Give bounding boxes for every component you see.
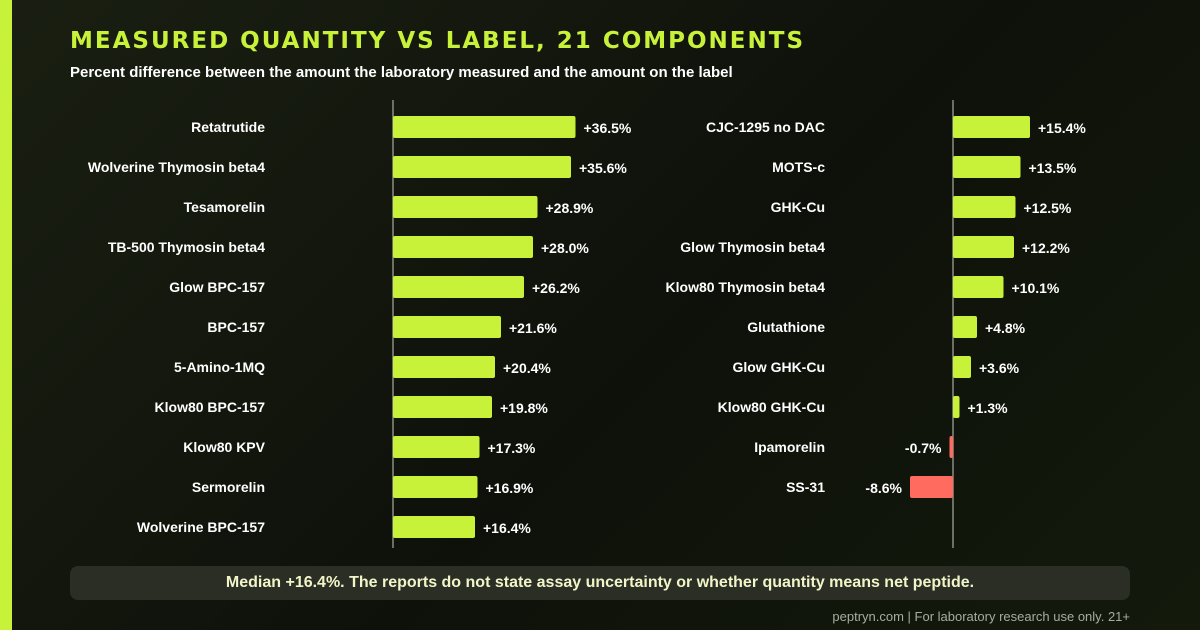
category-label: Klow80 GHK-Cu [718,399,825,415]
data-bar [949,436,953,458]
category-label: Klow80 KPV [183,439,265,455]
data-bar [910,476,953,498]
data-bar [953,196,1016,218]
category-label: CJC-1295 no DAC [706,119,825,135]
value-label: -8.6% [865,480,902,496]
data-bar [393,396,492,418]
data-bar [393,156,571,178]
chart-subtitle: Percent difference between the amount th… [70,64,733,81]
value-label: +28.9% [546,200,594,216]
data-bar [953,276,1004,298]
summary-note-text: Median +16.4%. The reports do not state … [225,574,975,591]
category-label: Glow BPC-157 [169,279,265,295]
value-label: +26.2% [532,280,580,296]
data-bar [953,316,977,338]
chart-title: MEASURED QUANTITY VS LABEL, 21 COMPONENT… [70,28,806,54]
value-label: +15.4% [1038,120,1086,136]
category-label: Wolverine BPC-157 [137,519,265,535]
value-label: +16.9% [486,480,534,496]
value-label: -0.7% [905,440,942,456]
category-label: Glutathione [747,319,825,335]
value-label: +17.3% [488,440,536,456]
category-label: BPC-157 [207,319,265,335]
value-label: +13.5% [1029,160,1077,176]
data-bar [393,276,524,298]
value-label: +12.2% [1022,240,1070,256]
data-bar [393,516,475,538]
bar-chart: Retatrutide +36.5% Wolverine Thymosin beta… [88,100,1086,548]
category-label: Retatrutide [191,119,265,135]
data-bar [393,476,478,498]
category-label: Ipamorelin [754,439,825,455]
value-label: +36.5% [584,120,632,136]
value-label: +16.4% [483,520,531,536]
data-bar [953,356,971,378]
category-label: MOTS-c [772,159,825,175]
value-label: +35.6% [579,160,627,176]
value-label: +20.4% [503,360,551,376]
category-label: SS-31 [786,479,825,495]
data-bar [393,196,538,218]
data-bar [953,116,1030,138]
category-label: Klow80 BPC-157 [155,399,266,415]
category-label: Glow Thymosin beta4 [680,239,825,255]
value-label: +21.6% [509,320,557,336]
category-label: Glow GHK-Cu [732,359,825,375]
data-bar [953,236,1014,258]
category-label: Sermorelin [192,479,265,495]
value-label: +28.0% [541,240,589,256]
category-label: Klow80 Thymosin beta4 [666,279,826,295]
accent-stripe [0,0,12,630]
value-label: +12.5% [1024,200,1072,216]
category-label: TB-500 Thymosin beta4 [108,239,265,255]
summary-note: Median +16.4%. The reports do not state … [70,566,1130,600]
data-bar [393,436,480,458]
value-label: +4.8% [985,320,1026,336]
category-label: GHK-Cu [771,199,825,215]
value-label: +3.6% [979,360,1020,376]
category-label: Wolverine Thymosin beta4 [88,159,265,175]
category-label: 5-Amino-1MQ [174,359,265,375]
data-bar [953,396,960,418]
value-label: +10.1% [1012,280,1060,296]
data-bar [393,236,533,258]
data-bar [393,316,501,338]
value-label: +19.8% [500,400,548,416]
category-label: Tesamorelin [184,199,265,215]
data-bar [393,356,495,378]
data-bar [393,116,576,138]
value-label: +1.3% [968,400,1009,416]
footer-text: peptryn.com | For laboratory research us… [832,609,1130,624]
data-bar [953,156,1021,178]
